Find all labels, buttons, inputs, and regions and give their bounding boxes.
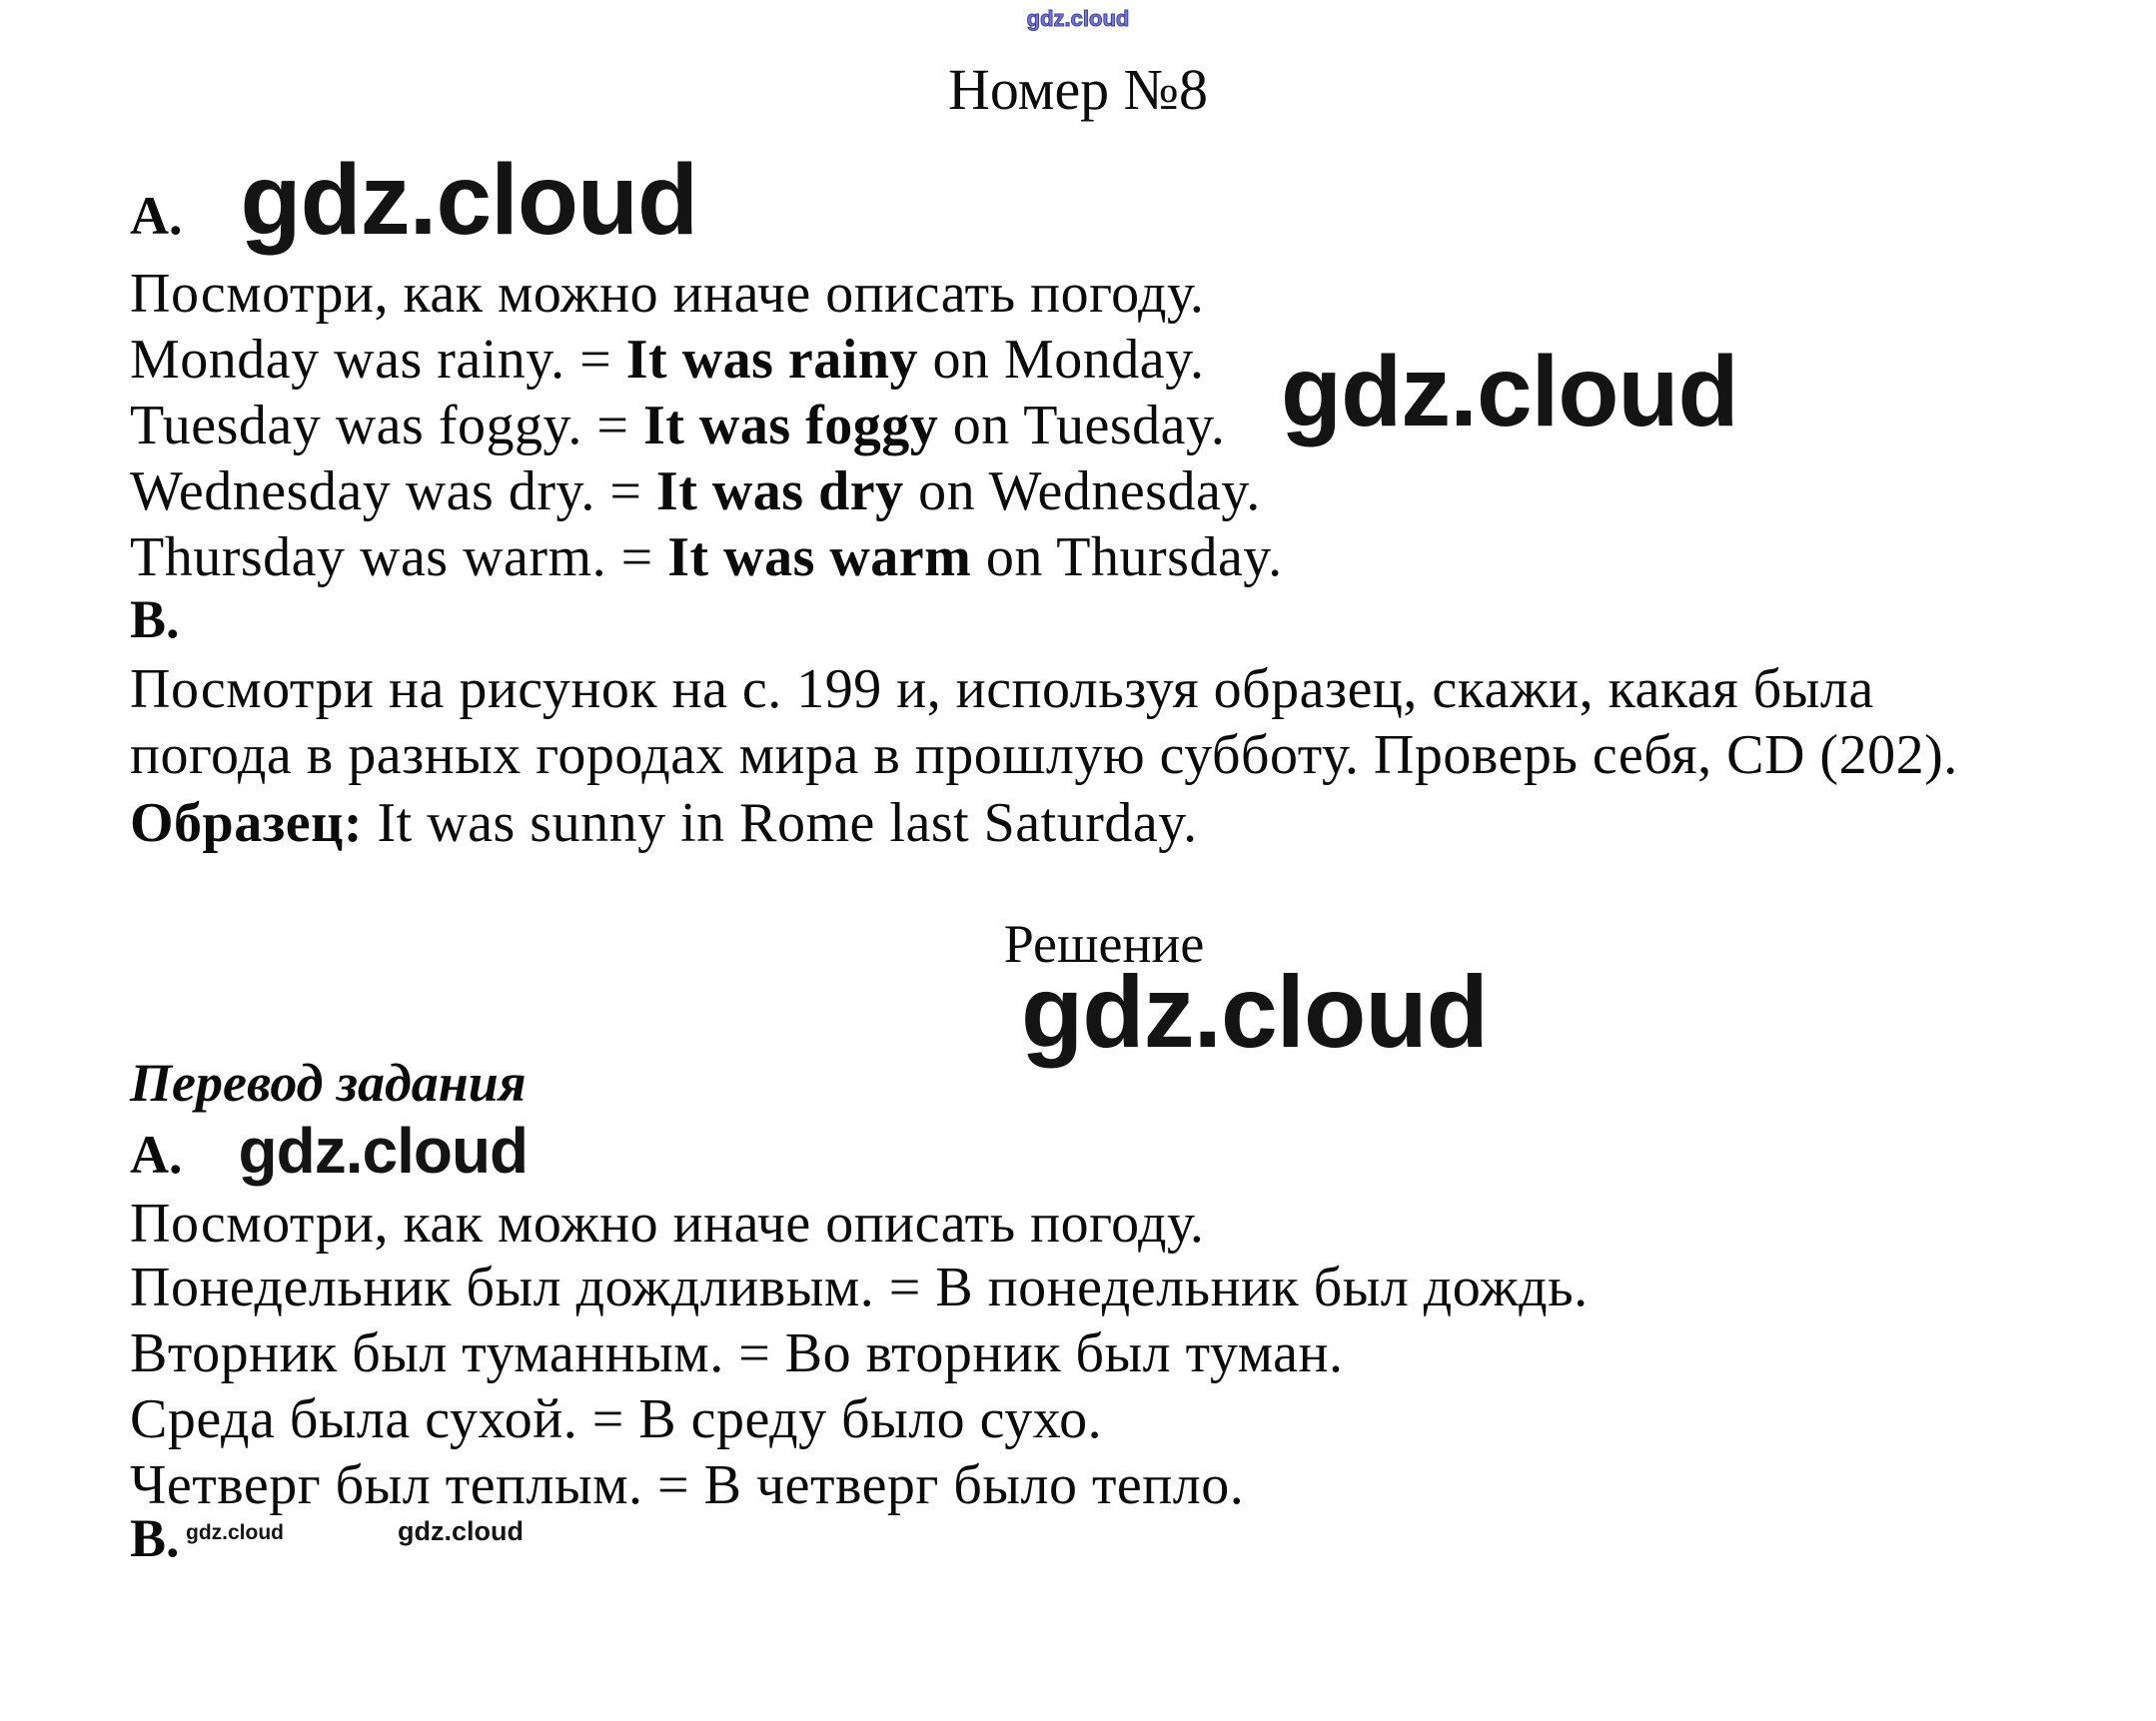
example-line-monday: Monday was rainy. = It was rainy on Mond… [130,329,1205,392]
example-pre: Wednesday was dry. = [130,460,656,522]
example-post: on Wednesday. [903,460,1261,522]
example-pre: Tuesday was foggy. = [130,395,643,456]
section-b-label: B. [130,589,180,649]
sample-text: It was sunny in Rome last Saturday. [362,792,1198,854]
solution-heading: Решение [1003,914,1205,974]
sample-label: Образец: [130,792,363,854]
example-line-wednesday: Wednesday was dry. = It was dry on Wedne… [130,460,1261,523]
watermark-top: gdz.cloud [1026,6,1130,31]
section-a-row: A. gdz.cloud [130,144,699,256]
solution-section-b-label: B. [130,1508,180,1568]
example-pre: Thursday was warm. = [130,526,668,588]
translation-line-monday: Понедельник был дождливым. = В понедельн… [130,1257,1589,1318]
example-bold: It was dry [655,460,904,522]
watermark-center: gdz.cloud [1021,955,1489,1069]
example-line-tuesday: Tuesday was foggy. = It was foggy on Tue… [130,395,1225,457]
watermark-bottom-tiny: gdz.cloud [186,1521,284,1544]
translation-line-wednesday: Среда была сухой. = В среду было сухо. [130,1388,1103,1450]
example-post: on Tuesday. [938,395,1226,456]
example-line-thursday: Thursday was warm. = It was warm on Thur… [130,526,1283,589]
watermark-section-a: gdz.cloud [240,144,699,256]
instruction-line-1: Посмотри на рисунок на с. 199 и, использ… [130,658,1874,720]
example-bold: It was rainy [625,329,918,391]
instruction-line-2: погода в разных городах мира в прошлую с… [130,724,1958,786]
sample-line: Образец: It was sunny in Rome last Satur… [130,792,1198,855]
section-a-label: A. [130,186,183,246]
solution-section-a-row: A. gdz.cloud [130,1115,530,1187]
translation-line-thursday: Четверг был теплым. = В четверг было теп… [130,1454,1245,1516]
task-intro: Посмотри, как можно иначе описать погоду… [130,263,1205,325]
example-post: on Thursday. [971,526,1283,588]
page-title: Номер №8 [947,57,1209,122]
translation-heading: Перевод задания [130,1053,527,1113]
translation-line-tuesday: Вторник был туманным. = Во вторник был т… [130,1322,1344,1384]
watermark-bottom-small: gdz.cloud [398,1516,524,1546]
solution-intro: Посмотри, как можно иначе описать погоду… [130,1193,1205,1255]
example-bold: It was foggy [642,395,939,456]
example-bold: It was warm [667,526,972,588]
watermark-right: gdz.cloud [1281,336,1739,447]
watermark-solution-a: gdz.cloud [238,1115,530,1187]
solution-section-a-label: A. [130,1125,183,1185]
example-pre: Monday was rainy. = [130,329,626,391]
example-post: on Monday. [917,329,1205,391]
